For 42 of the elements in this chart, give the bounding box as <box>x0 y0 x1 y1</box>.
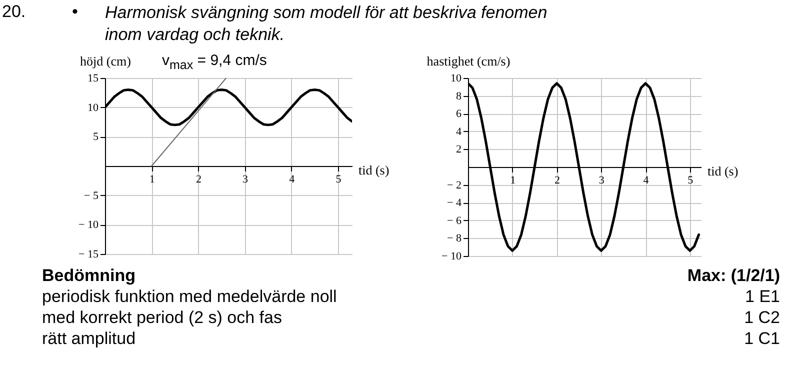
x-axis-title: tid (s) <box>358 162 390 178</box>
text: 1 C2 <box>744 308 780 328</box>
x-tick-label: 1 <box>149 174 155 186</box>
text: Max: (1/2/1) <box>687 266 780 286</box>
y-tick-label: 10 <box>88 102 99 114</box>
x-tick-label: 3 <box>598 174 605 186</box>
x-tick-label: 5 <box>688 174 694 186</box>
text: periodisk funktion med medelvärde noll <box>42 287 337 307</box>
x-tick-label: 2 <box>554 174 560 186</box>
y-tick-label: − 15 <box>78 248 99 260</box>
y-tick-label: − 8 <box>447 232 462 245</box>
x-tick-label: 1 <box>510 174 516 186</box>
text: rätt amplitud <box>42 329 136 349</box>
y-tick-label: − 10 <box>78 219 99 232</box>
x-tick-label: 3 <box>242 174 249 186</box>
y-tick-label: 10 <box>450 72 462 84</box>
y-tick-label: − 2 <box>447 179 462 192</box>
x-tick-label: 5 <box>336 174 342 186</box>
text: 20. <box>2 2 26 22</box>
y-tick-label: − 10 <box>442 250 462 262</box>
y-tick-label: − 5 <box>84 190 99 202</box>
y-tick-label: − 4 <box>447 197 462 210</box>
y-tick-label: 15 <box>88 72 99 84</box>
text: Harmonisk svängning som modell för att beskriva fenomen inom vardag och teknik. <box>105 2 548 46</box>
text: • <box>72 2 78 22</box>
x-tick-label: 4 <box>643 174 650 186</box>
y-tick-label: 2 <box>456 144 462 156</box>
y-tick-label: − 6 <box>447 214 462 227</box>
text: Bedömning <box>42 266 136 286</box>
y-tick-label: 8 <box>456 90 462 102</box>
x-tick-label: 2 <box>196 174 202 186</box>
y-tick-label: 4 <box>456 126 462 138</box>
y-tick-label: 5 <box>93 131 99 144</box>
text: v$_{max}$ = 9,4 cm/s <box>162 52 267 72</box>
text: 1 E1 <box>745 287 780 307</box>
y-axis-title: hastighet (cm/s) <box>426 54 510 68</box>
y-tick-label: 6 <box>456 108 462 120</box>
text: 1 C1 <box>744 329 780 349</box>
y-axis-title: höjd (cm) <box>80 54 131 68</box>
text: med korrekt period (2 s) och fas <box>42 308 282 328</box>
x-tick-label: 4 <box>289 174 296 186</box>
x-axis-title: tid (s) <box>708 164 738 178</box>
